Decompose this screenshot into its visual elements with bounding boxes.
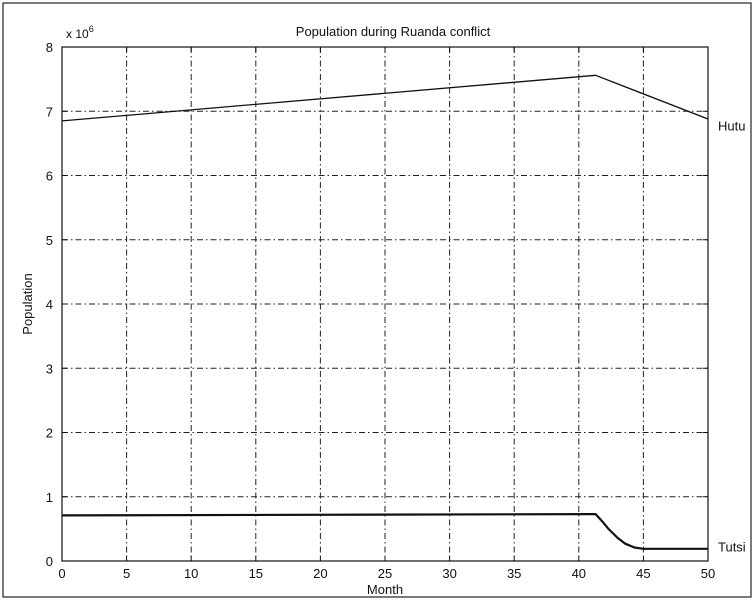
series-line-hutu [61, 74, 709, 122]
y-tick-label: 4 [46, 297, 53, 312]
multiplier-exponent: 6 [89, 24, 94, 34]
figure-border [2, 2, 752, 598]
y-axis-label: Population [20, 273, 35, 334]
x-tick-label: 30 [442, 566, 456, 581]
grid [62, 47, 708, 561]
y-tick-label: 8 [46, 40, 53, 55]
y-tick-label: 0 [46, 554, 53, 569]
series-labels: Hutu Tutsi [718, 119, 746, 555]
y-tick-label: 1 [46, 490, 53, 505]
y-tick-label: 6 [46, 169, 53, 184]
x-tick-label: 50 [701, 566, 715, 581]
series-line-tutsi [61, 512, 708, 550]
x-tick-label: 40 [572, 566, 586, 581]
y-tick-label: 7 [46, 104, 53, 119]
multiplier-base: x 10 [66, 27, 89, 41]
x-tick-label: 35 [507, 566, 521, 581]
series-label-tutsi: Tutsi [718, 539, 746, 554]
x-tick-label: 10 [184, 566, 198, 581]
y-tick-label: 2 [46, 426, 53, 441]
x-tick-label: 15 [249, 566, 263, 581]
series-label-hutu: Hutu [718, 119, 745, 134]
series [61, 74, 709, 550]
y-axis-multiplier: x 106 [66, 24, 94, 41]
y-tick-label: 3 [46, 361, 53, 376]
y-tick-label: 5 [46, 233, 53, 248]
chart-title: Population during Ruanda conflict [296, 24, 491, 39]
x-tick-label: 20 [313, 566, 327, 581]
x-tick-label: 45 [636, 566, 650, 581]
x-tick-label: 0 [58, 566, 65, 581]
x-tick-label: 25 [378, 566, 392, 581]
x-tick-label: 5 [123, 566, 130, 581]
x-axis-label: Month [367, 582, 403, 597]
